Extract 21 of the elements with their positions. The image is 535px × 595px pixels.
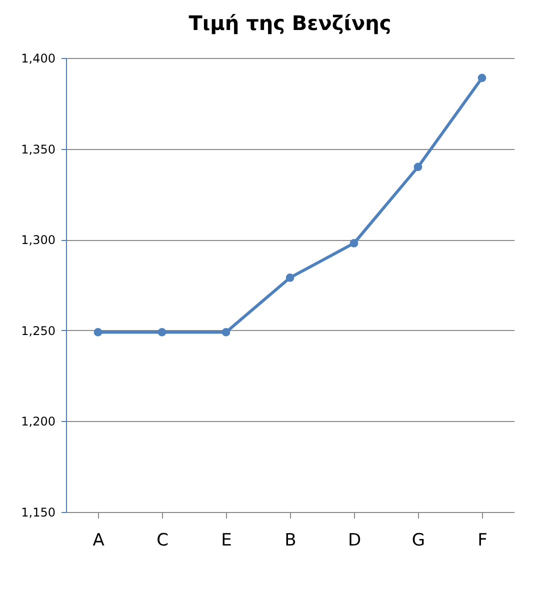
point bbox=[350, 239, 358, 248]
point bbox=[158, 328, 166, 336]
x-tick-label: E bbox=[221, 530, 232, 550]
y-tick-label: 1,200 bbox=[21, 414, 56, 429]
point bbox=[478, 74, 486, 82]
y-tick-label: 1,150 bbox=[21, 506, 56, 520]
point bbox=[286, 274, 294, 282]
chart-title: Τιμή της Βενζίνης bbox=[188, 11, 392, 35]
y-tick-label: 1,400 bbox=[21, 52, 56, 66]
point bbox=[94, 328, 102, 336]
x-tick-label: G bbox=[412, 530, 426, 550]
point bbox=[414, 162, 422, 172]
point bbox=[222, 328, 230, 336]
y-tick-label: 1,250 bbox=[21, 324, 56, 338]
y-tick-label: 1,300 bbox=[21, 233, 56, 248]
x-tick-label: A bbox=[92, 530, 105, 550]
y-tick-label: 1,350 bbox=[21, 142, 56, 156]
x-tick-label: B bbox=[284, 530, 296, 550]
x-tick-label: C bbox=[156, 530, 168, 550]
x-tick-label: D bbox=[348, 530, 362, 550]
x-tick-label: F bbox=[478, 530, 488, 550]
